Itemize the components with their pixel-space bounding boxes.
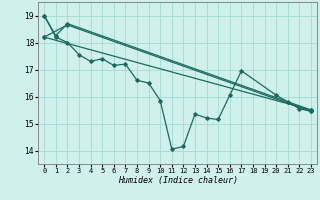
X-axis label: Humidex (Indice chaleur): Humidex (Indice chaleur): [118, 176, 238, 185]
